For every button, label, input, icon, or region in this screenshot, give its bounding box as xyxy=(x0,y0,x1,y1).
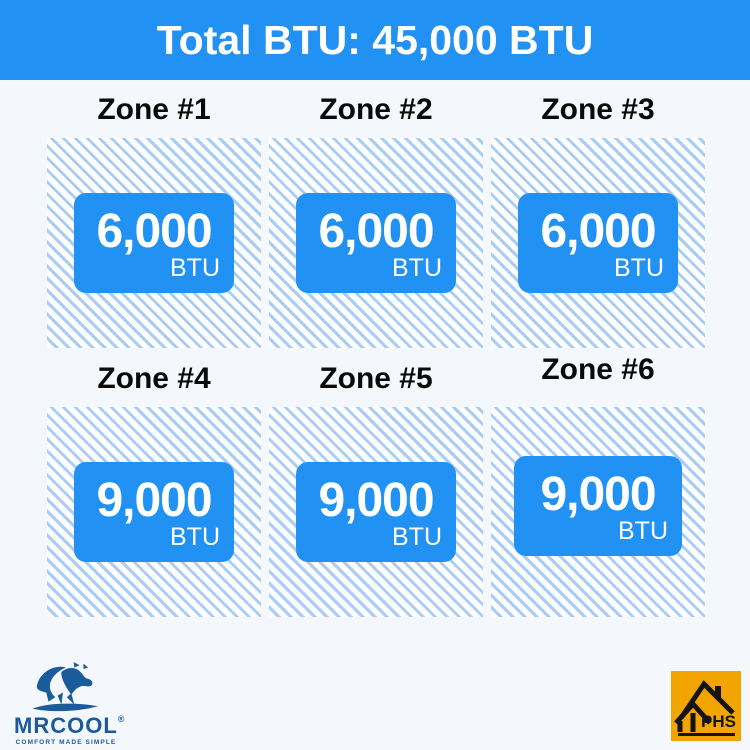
zone-6-btu-unit: BTU xyxy=(618,517,668,545)
mrcool-wordmark: MRCOOL® xyxy=(14,713,124,738)
zone-2-btu-unit: BTU xyxy=(392,254,442,282)
mrcool-tagline: COMFORT MADE SIMPLE xyxy=(15,739,117,746)
zone-6-btu-card: 9,000 BTU xyxy=(514,456,682,556)
mrcool-name: MRCOOL xyxy=(14,713,118,738)
zone-6-hatch-panel: 9,000 BTU xyxy=(491,407,705,617)
registered-trademark-symbol: ® xyxy=(117,714,125,724)
zone-4-btu-value: 9,000 xyxy=(96,474,212,527)
zone-1-btu-card: 6,000 BTU xyxy=(74,193,234,293)
zone-6-title: Zone #6 xyxy=(541,353,655,386)
zone-1: Zone #1 6,000 BTU xyxy=(47,93,261,348)
mrcool-bear-icon xyxy=(32,662,98,712)
mrcool-logo: MRCOOL® COMFORT MADE SIMPLE xyxy=(14,662,124,746)
phs-label: PHS xyxy=(701,712,736,731)
zones-grid: Zone #1 6,000 BTU Zone #2 6,000 BTU Zone… xyxy=(47,93,705,617)
zone-3-btu-value: 6,000 xyxy=(540,205,656,258)
zone-2-hatch-panel: 6,000 BTU xyxy=(269,138,483,348)
zone-2-btu-value: 6,000 xyxy=(318,205,434,258)
zone-2-btu-card: 6,000 BTU xyxy=(296,193,456,293)
header-banner: Total BTU: 45,000 BTU xyxy=(0,0,750,80)
zone-2: Zone #2 6,000 BTU xyxy=(269,93,483,348)
zone-4-btu-unit: BTU xyxy=(170,523,220,551)
page-title: Total BTU: 45,000 BTU xyxy=(156,16,594,63)
zone-3-btu-unit: BTU xyxy=(614,254,664,282)
zone-6-btu-value: 9,000 xyxy=(540,468,656,521)
zone-1-title: Zone #1 xyxy=(97,93,211,126)
zone-5-btu-unit: BTU xyxy=(392,523,442,551)
zone-4-btu-card: 9,000 BTU xyxy=(74,462,234,562)
zone-6: Zone #6 9,000 BTU xyxy=(491,353,705,617)
zone-1-btu-value: 6,000 xyxy=(96,205,212,258)
phs-roof-icon xyxy=(674,680,735,732)
zone-5-title: Zone #5 xyxy=(319,362,433,395)
zone-1-hatch-panel: 6,000 BTU xyxy=(47,138,261,348)
zone-3: Zone #3 6,000 BTU xyxy=(491,93,705,348)
zone-5: Zone #5 9,000 BTU xyxy=(269,362,483,617)
zone-5-btu-value: 9,000 xyxy=(318,474,434,527)
zone-4: Zone #4 9,000 BTU xyxy=(47,362,261,617)
zone-4-hatch-panel: 9,000 BTU xyxy=(47,407,261,617)
zone-4-title: Zone #4 xyxy=(97,362,211,395)
zone-5-btu-card: 9,000 BTU xyxy=(296,462,456,562)
zone-3-hatch-panel: 6,000 BTU xyxy=(491,138,705,348)
zone-3-btu-card: 6,000 BTU xyxy=(518,193,678,293)
phs-logo: PHS xyxy=(671,671,741,741)
zone-1-btu-unit: BTU xyxy=(170,254,220,282)
zone-3-title: Zone #3 xyxy=(541,93,655,126)
zone-2-title: Zone #2 xyxy=(319,93,433,126)
phs-underline xyxy=(678,732,735,736)
zone-5-hatch-panel: 9,000 BTU xyxy=(269,407,483,617)
